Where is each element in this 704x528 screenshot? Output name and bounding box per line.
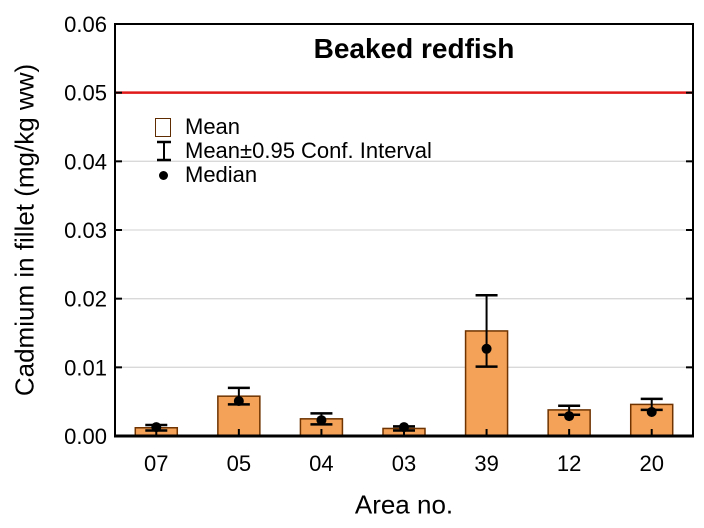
glyph-cell <box>155 117 185 137</box>
error-bar-icon <box>157 140 171 162</box>
median-point <box>151 422 162 433</box>
legend-label-median: Median <box>185 162 258 187</box>
y-axis-title: Cadmium in fillet (mg/kg ww) <box>9 63 40 397</box>
median-point <box>646 406 657 417</box>
median-point <box>233 395 244 406</box>
median-point <box>399 422 409 433</box>
x-tick-label: 05 <box>227 451 251 476</box>
median-dot-icon <box>159 170 168 180</box>
y-tick-label: 0.00 <box>64 424 107 449</box>
y-tick-label: 0.01 <box>64 355 107 380</box>
glyph-cell <box>155 140 185 162</box>
x-tick-label: 20 <box>639 451 663 476</box>
x-tick-label: 07 <box>144 451 168 476</box>
legend-label-conf-interval: Mean±0.95 Conf. Interval <box>185 138 432 163</box>
y-tick-label: 0.05 <box>64 81 107 106</box>
x-tick-label: 04 <box>309 451 333 476</box>
legend-row-mean: Mean <box>155 115 432 139</box>
x-tick-label: 12 <box>557 451 581 476</box>
chart-title: Beaked redfish <box>313 33 515 64</box>
y-tick-label: 0.04 <box>64 149 107 174</box>
x-tick-label: 39 <box>474 451 498 476</box>
y-tick-label: 0.03 <box>64 218 107 243</box>
legend-row-median: Median <box>155 163 432 187</box>
x-axis-title: Area no. <box>354 489 454 520</box>
median-point <box>481 343 492 354</box>
glyph-cell <box>155 170 185 180</box>
legend-row-conf-interval: Mean±0.95 Conf. Interval <box>155 139 432 163</box>
mean-bar-swatch-icon <box>155 117 171 137</box>
median-point <box>316 415 327 426</box>
legend: Mean Mean±0.95 Conf. Interval Median <box>155 115 432 187</box>
x-tick-label: 03 <box>392 451 416 476</box>
legend-label-mean: Mean <box>185 114 241 139</box>
y-tick-label: 0.02 <box>64 287 107 312</box>
y-tick-label: 0.06 <box>64 12 107 37</box>
median-point <box>564 411 575 422</box>
